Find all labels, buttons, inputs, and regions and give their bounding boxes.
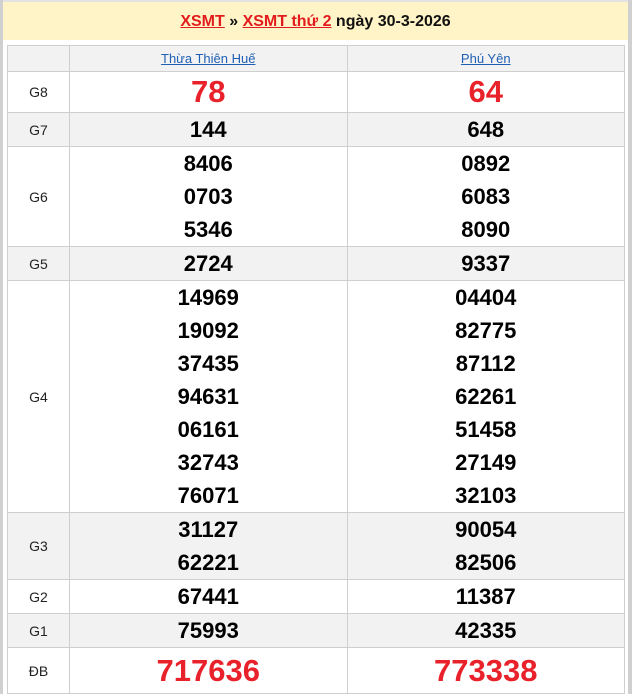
prize-cell: 11387 <box>346 579 625 614</box>
top-strip <box>3 0 628 2</box>
prize-cell: 8406 0703 5346 <box>69 146 348 247</box>
province-header: Phú Yên <box>346 45 625 72</box>
prize-number: 62261 <box>455 384 517 409</box>
prize-number: 8090 <box>461 217 511 242</box>
prize-row: G6 8406 0703 5346 0892 6083 8090 <box>7 146 625 247</box>
province-header: Thừa Thiên Huế <box>69 45 348 72</box>
prize-number: 11387 <box>455 584 516 609</box>
prize-number: 76071 <box>177 483 239 508</box>
prize-number: 82775 <box>455 318 517 343</box>
prize-number: 04404 <box>455 285 517 310</box>
prize-label: G1 <box>7 613 70 648</box>
prize-cell: 2724 <box>69 246 348 281</box>
prize-number: 37435 <box>177 351 239 376</box>
prize-row: G5 2724 9337 <box>7 246 625 281</box>
prize-number: 14969 <box>177 285 239 310</box>
prize-number: 19092 <box>177 318 239 343</box>
prize-number: 773338 <box>434 653 538 688</box>
prize-cell: 42335 <box>346 613 625 648</box>
prize-label: G5 <box>7 246 70 281</box>
prize-number: 8406 <box>183 151 233 176</box>
prize-number: 64 <box>468 74 503 109</box>
prize-number: 9337 <box>461 251 511 276</box>
xsmt-thu2-link[interactable]: XSMT thứ 2 <box>242 13 332 30</box>
prize-number: 0892 <box>461 151 511 176</box>
prize-cell: 717636 <box>69 647 348 694</box>
prize-row: G7 144 648 <box>7 112 625 147</box>
prize-label: ĐB <box>7 647 70 694</box>
prize-number: 75993 <box>177 618 239 643</box>
prize-cell: 67441 <box>69 579 348 614</box>
results-table: Thừa Thiên Huế Phú Yên G8 78 64 G7 144 648 G6 8… <box>7 45 625 694</box>
prize-cell: 75993 <box>69 613 348 648</box>
prize-cell: 64 <box>346 71 625 113</box>
prize-cell: 9337 <box>346 246 625 281</box>
prize-cell: 14969 19092 37435 94631 06161 32743 76071 <box>69 280 348 513</box>
prize-label: G4 <box>7 280 70 513</box>
prize-cell: 04404 82775 87112 62261 51458 27149 32103 <box>346 280 625 513</box>
prize-number: 94631 <box>177 384 239 409</box>
prize-number: 82506 <box>455 550 517 575</box>
prize-number: 87112 <box>455 351 516 376</box>
prize-number: 62221 <box>177 550 239 575</box>
prize-label: G6 <box>7 146 70 247</box>
prize-cell: 0892 6083 8090 <box>346 146 625 247</box>
prize-label: G3 <box>7 512 70 580</box>
prize-cell: 648 <box>346 112 625 147</box>
prize-number: 32743 <box>177 450 239 475</box>
prize-label: G2 <box>7 579 70 614</box>
prize-number: 648 <box>467 117 505 142</box>
prize-row: G1 75993 42335 <box>7 613 625 648</box>
prize-label: G8 <box>7 71 70 113</box>
prize-row: G4 14969 19092 37435 94631 06161 32743 76071 044… <box>7 280 625 513</box>
page-title: XSMT » XSMT thứ 2 ngày 30-3-2026 <box>3 2 628 40</box>
draw-date: ngày 30-3-2026 <box>331 13 451 30</box>
prize-row: G8 78 64 <box>7 71 625 113</box>
prize-number: 27149 <box>455 450 517 475</box>
prize-number: 42335 <box>455 618 517 643</box>
prize-cell: 90054 82506 <box>346 512 625 580</box>
prize-cell: 31127 62221 <box>69 512 348 580</box>
label-header <box>7 45 70 72</box>
prize-number: 717636 <box>156 653 260 688</box>
prize-number: 78 <box>191 74 226 109</box>
prize-cell: 773338 <box>346 647 625 694</box>
prize-number: 31127 <box>178 517 239 542</box>
prize-label: G7 <box>7 112 70 147</box>
breadcrumb-separator: » <box>224 13 243 30</box>
prize-number: 144 <box>189 117 227 142</box>
prize-number: 32103 <box>455 483 517 508</box>
prize-row: G2 67441 11387 <box>7 579 625 614</box>
prize-number: 5346 <box>183 217 233 242</box>
prize-number: 67441 <box>177 584 239 609</box>
prize-cell: 144 <box>69 112 348 147</box>
prize-number: 0703 <box>183 184 233 209</box>
province-link[interactable]: Phú Yên <box>460 51 511 66</box>
prize-number: 51458 <box>455 417 517 442</box>
prize-row: ĐB 717636 773338 <box>7 647 625 694</box>
prize-number: 90054 <box>455 517 517 542</box>
prize-cell: 78 <box>69 71 348 113</box>
prize-row: G3 31127 62221 90054 82506 <box>7 512 625 580</box>
prize-number: 2724 <box>183 251 233 276</box>
prize-number: 06161 <box>177 417 239 442</box>
province-link[interactable]: Thừa Thiên Huế <box>161 51 256 66</box>
xsmt-link[interactable]: XSMT <box>180 13 225 30</box>
prize-number: 6083 <box>461 184 511 209</box>
